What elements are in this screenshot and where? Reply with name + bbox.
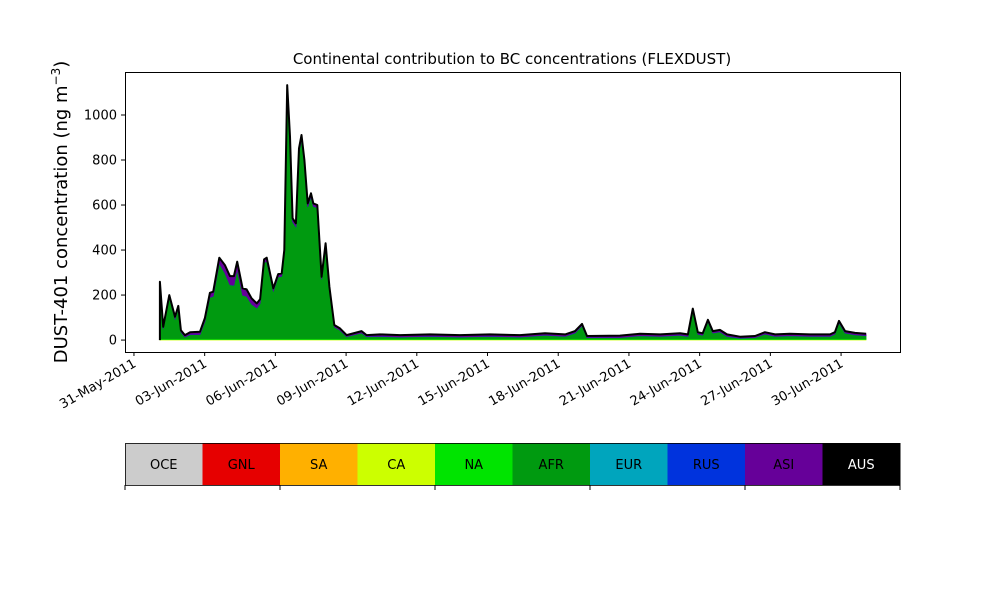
y-axis-label: DUST-401 concentration (ng m−3) [49, 61, 72, 364]
x-axis: 31-May-201103-Jun-201106-Jun-201109-Jun-… [57, 352, 846, 412]
legend-swatch-aus [822, 443, 901, 485]
legend-label-na: NA [464, 458, 483, 473]
stacked-areas [158, 84, 867, 341]
area-aus-outline [158, 84, 867, 341]
x-tick-label: 27-Jun-2011 [699, 356, 776, 409]
y-axis-label-main: DUST-401 concentration (ng m [51, 85, 72, 363]
x-tick-label: 30-Jun-2011 [769, 356, 846, 409]
legend-swatch-afr [512, 443, 591, 485]
legend-swatch-asi [745, 443, 823, 485]
y-tick-label: 0 [109, 334, 117, 349]
x-tick-label: 15-Jun-2011 [416, 356, 493, 409]
legend-label-rus: RUS [693, 458, 720, 473]
legend-swatch-eur [590, 443, 668, 485]
y-axis-label-close: ) [51, 61, 72, 68]
legend-swatch-sa [280, 443, 358, 485]
legend-swatch-oce [125, 443, 203, 485]
x-tick-label: 21-Jun-2011 [557, 356, 634, 409]
x-tick-label: 03-Jun-2011 [133, 356, 210, 409]
region-colorbar-legend: OCE GNL SA CA NA AFR EUR RUS ASI AUS [124, 443, 901, 490]
y-tick-label: 1000 [84, 108, 117, 123]
x-tick-label: 18-Jun-2011 [486, 356, 563, 409]
legend-swatch-na [435, 443, 513, 485]
legend-label-asi: ASI [773, 458, 794, 473]
legend-swatch-rus [667, 443, 746, 485]
y-axis: 0 200 400 600 800 1000 [84, 108, 125, 349]
legend-label-ca: CA [387, 458, 405, 473]
legend-swatch-ca [357, 443, 436, 485]
legend-label-eur: EUR [615, 458, 642, 473]
x-tick-label: 24-Jun-2011 [628, 356, 705, 409]
x-tick-label: 09-Jun-2011 [274, 356, 351, 409]
plot-frame [125, 72, 901, 353]
y-tick-label: 200 [92, 289, 117, 304]
legend-label-sa: SA [310, 458, 327, 473]
x-tick-label: 31-May-2011 [57, 356, 139, 412]
y-tick-label: 400 [92, 244, 117, 259]
y-tick-label: 800 [92, 154, 117, 169]
legend-frame [125, 443, 900, 486]
legend-label-oce: OCE [150, 458, 178, 473]
area-afr [159, 89, 867, 340]
legend-label-gnl: GNL [228, 458, 256, 473]
legend-label-afr: AFR [539, 458, 564, 473]
chart-title: Continental contribution to BC concentra… [293, 50, 731, 68]
x-tick-label: 06-Jun-2011 [204, 356, 281, 409]
y-tick-label: 600 [92, 199, 117, 214]
x-tick-label: 12-Jun-2011 [345, 356, 422, 409]
legend-swatch-gnl [202, 443, 281, 485]
legend-label-aus: AUS [848, 458, 875, 473]
y-axis-label-sup: −3 [49, 68, 63, 86]
